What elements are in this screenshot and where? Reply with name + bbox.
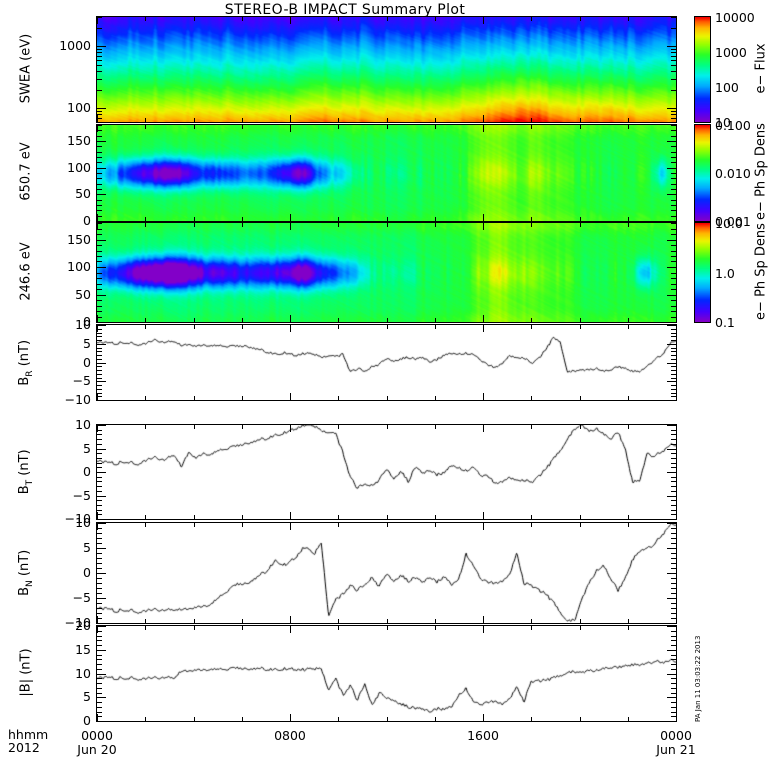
y-tick-label-bt: −10 [64, 511, 91, 526]
colorbar-tick-label: 100 [715, 80, 739, 95]
spectrogram-canvas-pa246 [97, 223, 676, 322]
colorbar-tick-label: 0.1 [715, 315, 735, 330]
x-tick-label: 0000 [81, 728, 113, 743]
x-axis-corner-line1: hhmm [8, 727, 49, 742]
colorbar-tick-label: 0.100 [715, 118, 751, 133]
colorbar-tick-label: 1000 [715, 44, 747, 60]
panel-swea [96, 16, 677, 123]
panel-br [96, 324, 677, 401]
y-tick-label-pa650: 150 [67, 133, 91, 148]
x-tick-label: 0800 [274, 728, 306, 743]
y-tick-label-pa650: 0 [83, 213, 91, 228]
x-tick-sublabel: Jun 21 [656, 742, 696, 757]
colorbar-tick-label: 10 [715, 115, 731, 130]
y-tick-label-swea: 100 [67, 100, 91, 116]
trace-canvas-bt [97, 425, 676, 519]
y-tick-label-br: −5 [72, 373, 91, 389]
trace-canvas-bmag [97, 626, 676, 721]
trace-canvas-br [97, 325, 676, 400]
panel-pa650 [96, 124, 677, 222]
colorbar-tick-label: 0.001 [715, 214, 751, 229]
colorbar-1 [694, 124, 711, 222]
colorbar-title-2: e− Ph Sp Dens [753, 222, 769, 320]
colorbar-tick-label: 10.0 [715, 216, 743, 231]
x-tick-label: 0000 [660, 728, 692, 743]
y-tick-label-br: 5 [83, 335, 91, 351]
y-tick-label-bmag: 10 [75, 665, 91, 681]
y-tick-label-bmag: 0 [83, 713, 91, 728]
y-tick-label-bt: 0 [83, 464, 91, 479]
colorbar-2 [694, 222, 711, 323]
y-tick-label-bt: 5 [83, 440, 91, 456]
panel-pa246 [96, 222, 677, 323]
y-tick-label-br: −10 [64, 392, 91, 407]
y-tick-label-bt: 10 [75, 417, 91, 432]
colorbar-tick-label: 0.010 [715, 166, 751, 181]
spectrogram-canvas-pa650 [97, 125, 676, 221]
y-tick-label-pa650: 100 [67, 159, 91, 175]
y-tick-label-pa246: 50 [75, 286, 91, 302]
y-tick-label-pa246: 100 [67, 259, 91, 274]
colorbar-tick-label: 10000 [715, 10, 755, 25]
x-axis-corner-label: hhmm 2012 [8, 728, 48, 754]
y-tick-label-bn: −5 [72, 590, 91, 605]
colorbar-0 [694, 16, 711, 123]
y-tick-label-bt: −5 [72, 487, 91, 503]
y-tick-label-bn: 5 [83, 540, 91, 555]
trace-canvas-bn [97, 523, 676, 623]
y-tick-label-bn: 0 [83, 565, 91, 580]
y-tick-label-pa246: 0 [83, 314, 91, 329]
spectrogram-canvas-swea [97, 17, 676, 122]
render-timestamp: PA Jan 11 03:03:22 2013 [694, 635, 702, 722]
colorbar-tick-label: 1.0 [715, 265, 735, 281]
y-tick-label-bmag: 5 [83, 689, 91, 705]
x-axis-corner-line2: 2012 [8, 740, 40, 755]
y-tick-label-pa246: 150 [67, 231, 91, 247]
y-axis-title-bmag: |B| (nT) [18, 647, 34, 697]
panel-bmag [96, 625, 677, 722]
panel-bt [96, 424, 677, 520]
y-tick-label-pa650: 50 [75, 186, 91, 202]
page-title: STEREO-B IMPACT Summary Plot [224, 2, 466, 18]
y-tick-label-br: 0 [83, 354, 91, 370]
y-tick-label-swea: 1000 [59, 38, 91, 54]
y-tick-label-bn: 10 [75, 515, 91, 530]
y-tick-label-bmag: 15 [75, 641, 91, 657]
y-tick-label-br: 10 [75, 317, 91, 332]
y-tick-label-bn: −10 [64, 615, 91, 630]
panel-bn [96, 522, 677, 624]
y-tick-label-bmag: 20 [75, 618, 91, 633]
x-tick-sublabel: Jun 20 [77, 742, 117, 757]
x-tick-label: 1600 [467, 728, 499, 743]
